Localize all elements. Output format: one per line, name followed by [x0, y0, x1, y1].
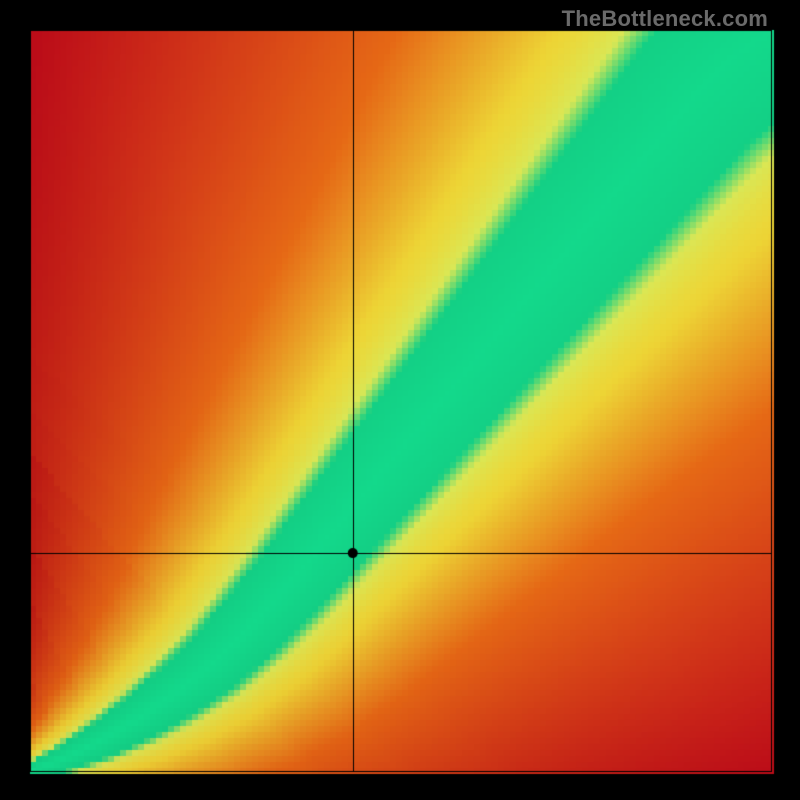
watermark-text: TheBottleneck.com: [562, 6, 768, 32]
bottleneck-heatmap: [0, 0, 800, 800]
